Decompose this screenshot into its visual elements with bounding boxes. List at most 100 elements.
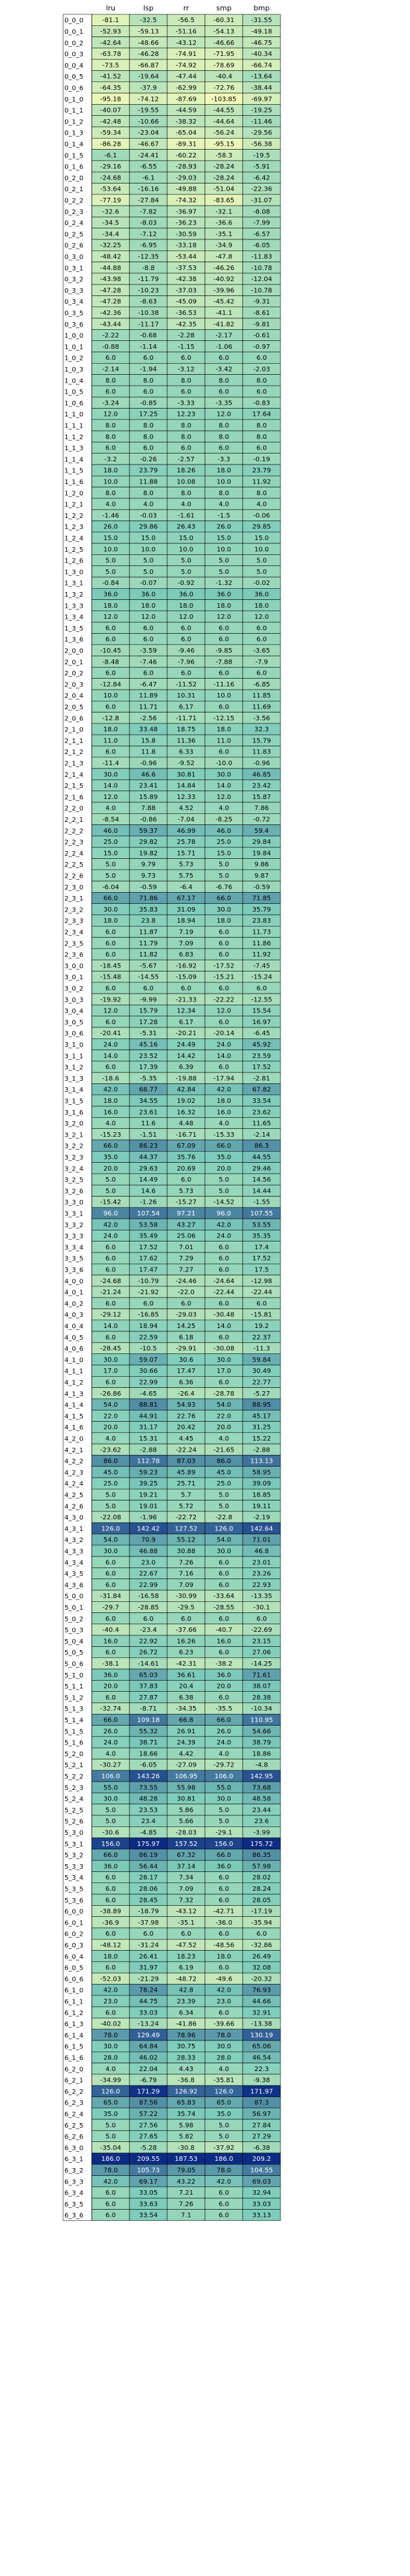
cell-value: 11.87: [139, 929, 158, 936]
cell-value: 26.43: [177, 524, 196, 531]
cell-value: -22.36: [251, 186, 272, 193]
cell-value: 87.3: [254, 2100, 269, 2107]
row-label: 6_1_1: [64, 1998, 83, 2005]
cell-value: -11.4: [102, 760, 119, 767]
cell-value: 19.02: [177, 1098, 196, 1105]
cell-value: -12.35: [138, 253, 159, 260]
cell-value: 42.0: [103, 1221, 118, 1228]
cell-value: 20.0: [217, 1683, 231, 1690]
cell-value: -0.19: [253, 456, 270, 463]
cell-value: -46.66: [213, 40, 234, 47]
row-label: 1_1_1: [64, 422, 83, 429]
cell-value: -6.42: [253, 174, 270, 182]
cell-value: 14.25: [177, 1323, 196, 1330]
cell-value: 46.85: [253, 771, 271, 778]
cell-value: 22.0: [103, 1413, 118, 1420]
cell-value: -74.92: [176, 62, 197, 69]
cell-value: -37.03: [176, 287, 197, 294]
cell-value: 35.76: [177, 1154, 196, 1161]
cell-value: 4.48: [179, 1120, 193, 1128]
cell-value: 30.0: [103, 771, 118, 778]
cell-value: 24.39: [177, 1739, 196, 1746]
row-label: 2_0_1: [64, 659, 83, 666]
cell-value: 28.33: [177, 2054, 196, 2061]
cell-value: 6.0: [143, 1616, 154, 1623]
cell-value: 6.0: [105, 445, 116, 452]
cell-value: 17.52: [139, 1244, 158, 1251]
row-label: 3_3_4: [64, 1244, 83, 1251]
cell-value: 35.79: [253, 906, 271, 914]
cell-value: 7.09: [179, 1886, 193, 1893]
cell-value: 42.0: [217, 2178, 231, 2186]
cell-value: -32.6: [102, 208, 119, 215]
row-label: 5_1_4: [64, 1717, 83, 1724]
cell-value: -47.28: [100, 287, 121, 294]
cell-value: 22.92: [139, 1638, 158, 1645]
cell-value: 7.88: [141, 805, 156, 812]
row-label: 4_3_4: [64, 1560, 83, 1567]
cell-value: -40.92: [213, 276, 234, 283]
cell-value: -30.1: [253, 1604, 270, 1611]
cell-value: 25.0: [103, 839, 118, 846]
cell-value: -1.96: [140, 1514, 157, 1521]
cell-value: 15.0: [141, 535, 156, 542]
cell-value: 14.44: [253, 1187, 271, 1195]
cell-value: 28.45: [139, 1897, 158, 1904]
row-label: 6_3_5: [64, 2201, 83, 2208]
row-label: 3_0_5: [64, 1019, 83, 1026]
cell-value: -30.59: [176, 231, 197, 238]
cell-value: 45.92: [253, 1041, 271, 1048]
cell-value: 17.64: [253, 411, 271, 418]
row-label: 1_1_6: [64, 479, 83, 486]
cell-value: -6.05: [140, 1762, 157, 1769]
cell-value: 28.0: [103, 2054, 118, 2061]
cell-value: 187.53: [175, 2156, 198, 2163]
cell-value: 26.72: [139, 1649, 158, 1657]
cell-value: 5.0: [105, 1818, 116, 1825]
cell-value: 20.0: [103, 1424, 118, 1431]
cell-value: 27.29: [253, 2134, 271, 2141]
row-label: 0_0_2: [64, 40, 83, 47]
row-label: 1_3_2: [64, 591, 83, 599]
cell-value: 56.97: [253, 2111, 271, 2118]
row-label: 6_1_5: [64, 2044, 83, 2051]
cell-value: 36.0: [217, 1672, 231, 1679]
cell-value: -18.79: [138, 1908, 159, 1916]
cell-value: 5.0: [219, 1176, 229, 1184]
cell-value: 44.37: [139, 1154, 158, 1161]
cell-value: 6.0: [256, 1616, 267, 1623]
cell-value: -8.71: [140, 1705, 157, 1713]
row-label: 5_2_1: [64, 1762, 83, 1769]
cell-value: 29.84: [253, 839, 271, 846]
row-label: 0_3_2: [64, 277, 83, 284]
cell-value: 33.54: [253, 1098, 271, 1105]
cell-value: 5.0: [105, 1503, 116, 1510]
row-label: 2_2_6: [64, 873, 83, 880]
cell-value: -0.85: [140, 400, 157, 407]
cell-value: -0.59: [140, 884, 157, 891]
cell-value: -15.48: [100, 974, 121, 981]
row-label: 1_0_2: [64, 355, 83, 362]
cell-value: -18.6: [102, 1075, 119, 1082]
cell-value: -26.4: [178, 1390, 195, 1398]
cell-value: 11.69: [253, 703, 271, 711]
cell-value: -53.64: [100, 186, 121, 193]
cell-value: -5.67: [140, 962, 157, 969]
cell-value: -87.69: [176, 96, 197, 103]
cell-value: 6.0: [105, 1964, 116, 1972]
cell-value: 22.37: [253, 1334, 271, 1341]
cell-value: 8.0: [219, 490, 229, 497]
cell-value: 6.0: [181, 670, 191, 677]
cell-value: 26.41: [139, 1953, 158, 1960]
cell-value: 6.0: [105, 1649, 116, 1657]
cell-value: 6.0: [105, 670, 116, 677]
cell-value: -1.06: [215, 344, 232, 351]
cell-value: 78.96: [177, 2032, 196, 2039]
cell-value: 35.74: [177, 2111, 196, 2118]
cell-value: 6.0: [105, 1244, 116, 1251]
cell-value: 12.34: [177, 1008, 196, 1015]
cell-value: -6.04: [102, 884, 119, 891]
cell-value: 16.97: [253, 1019, 271, 1026]
row-label: 2_1_1: [64, 738, 83, 745]
row-label: 1_3_0: [64, 569, 83, 576]
